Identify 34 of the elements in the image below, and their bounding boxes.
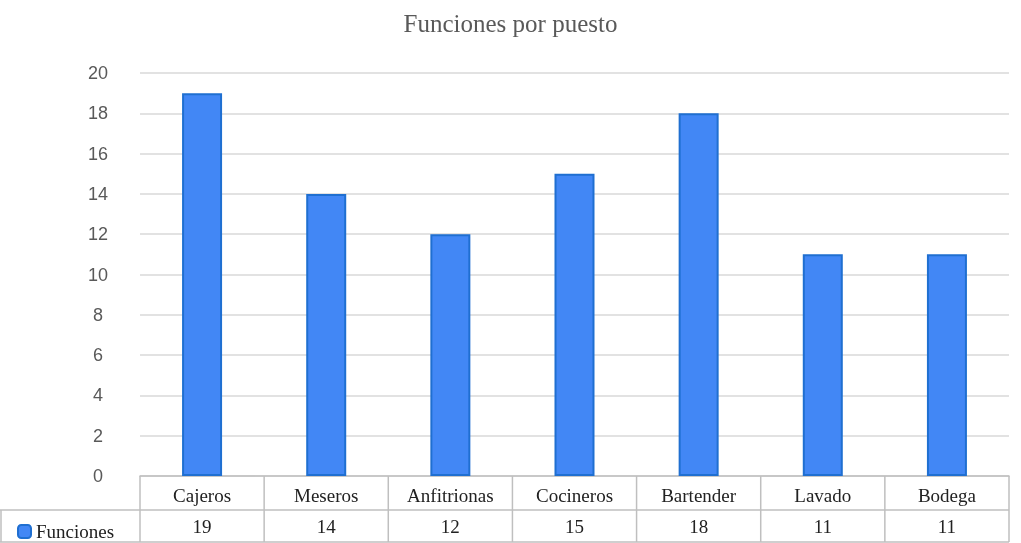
bar [430, 234, 471, 476]
y-tick-label: 8 [92, 304, 104, 325]
bar [926, 254, 967, 476]
y-tick-label: 6 [92, 345, 104, 366]
y-tick-label: 20 [87, 63, 109, 83]
bar [182, 93, 223, 476]
y-tick-label: 16 [87, 143, 109, 164]
y-tick-label: 18 [87, 103, 109, 124]
bar [678, 113, 719, 476]
y-tick-label: 0 [92, 466, 104, 486]
x-tick-label: Bartender [661, 485, 737, 506]
data-label: 11 [937, 515, 957, 537]
data-label: 15 [565, 515, 584, 537]
chart-title: Funciones por puesto [403, 10, 618, 37]
y-tick-label: 2 [92, 425, 104, 446]
y-tick-label: 12 [87, 224, 109, 245]
bar [306, 193, 347, 476]
bar [802, 254, 843, 476]
data-label: 18 [689, 515, 709, 537]
y-tick-label: 4 [92, 385, 104, 406]
bar [554, 173, 595, 476]
x-tick-label: Anfitrionas [407, 485, 494, 506]
data-label: 14 [316, 515, 337, 537]
x-tick-label: Lavado [794, 485, 852, 506]
y-tick-label: 14 [87, 183, 109, 204]
x-tick-label: Bodega [917, 485, 977, 506]
data-label: 11 [813, 515, 832, 537]
data-label: 12 [440, 515, 460, 537]
legend-label: Funciones [36, 521, 115, 542]
x-tick-label: Cocineros [535, 485, 614, 506]
y-tick-label: 10 [87, 264, 109, 285]
x-tick-label: Meseros [294, 485, 359, 506]
x-tick-label: Cajeros [173, 485, 232, 506]
data-label: 19 [192, 515, 212, 537]
